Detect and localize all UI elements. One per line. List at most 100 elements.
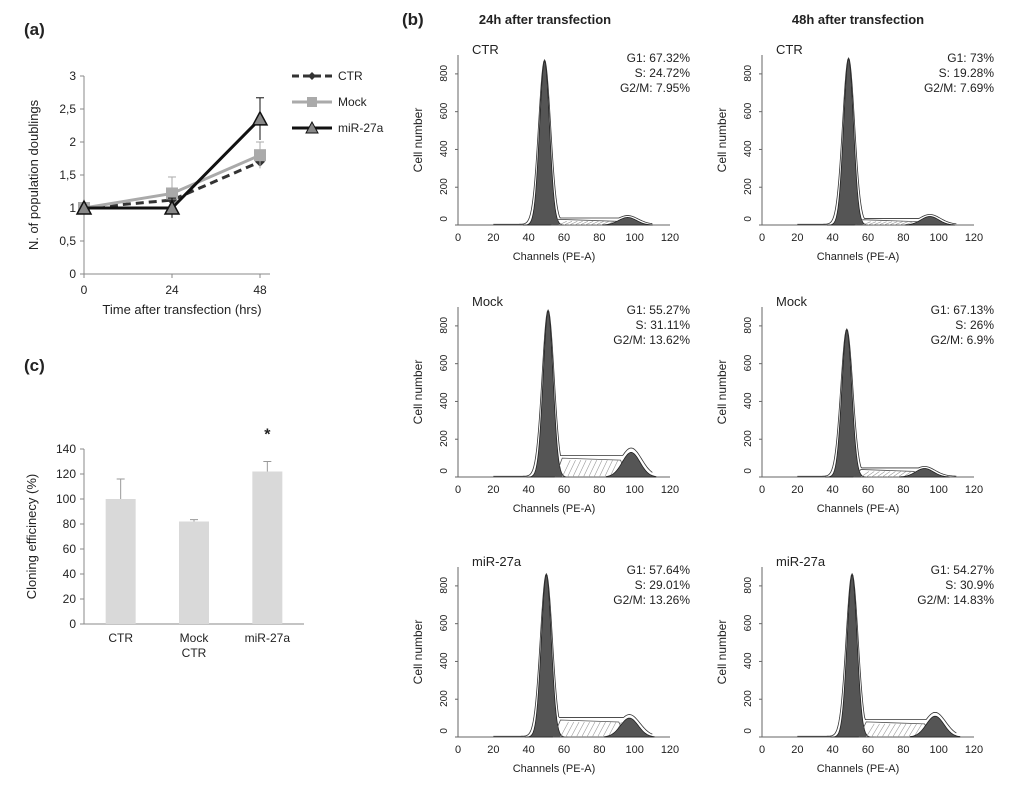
s-phase-hatch [860, 471, 870, 478]
y-tick-label: 0 [743, 216, 754, 222]
x-tick-label: 100 [929, 744, 947, 756]
g2m-peak [604, 717, 655, 738]
histogram-envelope [493, 59, 653, 225]
g1-percent: G1: 55.27% [627, 303, 691, 317]
category-label: miR-27a [245, 631, 291, 645]
g1-peak [830, 573, 874, 738]
cloning-efficiency-chart: 0 20 40 60 80 100 120 140 Cloning efficinecy (%)… [24, 427, 304, 660]
x-tick-label: 40 [523, 232, 535, 244]
g2m-peak [605, 452, 657, 478]
y-tick-label: 400 [743, 652, 754, 669]
s-percent: S: 29.01% [635, 578, 691, 592]
s-phase-hatch [604, 459, 613, 478]
s-phase-hatch [569, 221, 578, 226]
series-line-ctr [83, 160, 261, 210]
s-phase-hatch [892, 471, 901, 478]
x-tick-label: 40 [827, 232, 839, 244]
histogram-ctr-48h: 0 200 400 600 800 0 20 40 60 80 100 120 Channels (PE… [715, 42, 995, 263]
panel-b-label: (b) [402, 10, 424, 29]
x-tick-label: 60 [558, 232, 570, 244]
g1-peak [524, 573, 568, 738]
s-phase-hatch [887, 471, 896, 478]
y-tick-label: 200 [743, 430, 754, 447]
x-tick-label: 40 [523, 484, 535, 496]
s-phase-hatch [887, 723, 896, 738]
x-tick-label: 120 [965, 484, 983, 496]
g1-percent: G1: 57.64% [627, 563, 691, 577]
data-point-triangle [251, 110, 269, 126]
y-tick-label: 80 [63, 517, 77, 531]
s-phase-hatch [881, 471, 891, 478]
s-phase-hatch [574, 221, 583, 226]
x-tick-label: 20 [791, 232, 803, 244]
y-tick-label: 600 [743, 102, 754, 119]
y-tick-label: 60 [63, 542, 77, 556]
x-tick-label: 60 [558, 484, 570, 496]
histogram-mir27a-48h: 0 200 400 600 800 0 20 40 60 80 100 120 Channels (PE… [715, 554, 994, 775]
s-phase-hatch [908, 723, 917, 738]
x-tick-label: 80 [593, 744, 605, 756]
y-axis-title: Cell number [411, 360, 425, 425]
s-phase-hatch [913, 723, 923, 738]
legend-marker [307, 97, 317, 107]
y-tick-label: 400 [743, 392, 754, 409]
category-label: CTR [108, 631, 133, 645]
y-tick-label: 0 [69, 267, 76, 281]
s-phase-hatch [567, 459, 576, 478]
s-percent: S: 26% [955, 318, 994, 332]
g2m-percent: G2/M: 7.95% [620, 81, 690, 95]
x-tick-label: 80 [897, 744, 909, 756]
y-tick-label: 800 [439, 64, 450, 81]
legend-marker [308, 72, 316, 80]
histogram-mir27a-24h: 0 200 400 600 800 0 20 40 60 80 100 120 Channels (PE… [411, 554, 691, 775]
y-tick-label: 140 [56, 442, 76, 456]
y-tick-label: 600 [743, 354, 754, 371]
s-phase-hatch [561, 459, 571, 478]
y-tick-label: 200 [743, 178, 754, 195]
legend-label: Mock [338, 95, 368, 109]
s-phase-hatch [876, 723, 886, 738]
x-tick-label: 80 [593, 484, 605, 496]
legend-label: miR-27a [338, 121, 384, 135]
y-tick-label: 800 [439, 576, 450, 593]
x-tick-label: 60 [558, 744, 570, 756]
s-percent: S: 24.72% [635, 66, 691, 80]
x-tick-label: 100 [625, 484, 643, 496]
s-phase-hatch [602, 721, 612, 738]
s-phase-hatch [560, 721, 569, 738]
x-tick-label: 0 [81, 283, 88, 297]
s-phase-hatch [565, 721, 575, 738]
x-tick-label: 0 [759, 744, 765, 756]
category-label: CTR [182, 646, 207, 660]
s-phase-hatch [558, 221, 567, 226]
x-tick-label: 120 [965, 232, 983, 244]
y-axis-title: Cell number [715, 108, 729, 173]
data-point-square [166, 187, 178, 200]
x-tick-label: 100 [929, 232, 947, 244]
x-tick-label: 100 [625, 232, 643, 244]
s-phase-hatch [585, 221, 594, 226]
s-phase-hatch [570, 721, 580, 738]
s-phase-hatch [592, 721, 601, 738]
g2m-percent: G2/M: 13.62% [613, 333, 690, 347]
g2m-percent: G2/M: 14.83% [917, 593, 994, 607]
y-tick-label: 2 [69, 135, 76, 149]
s-phase-hatch [600, 221, 610, 226]
s-phase-hatch [897, 723, 907, 738]
g2m-percent: G2/M: 7.69% [924, 81, 994, 95]
y-tick-label: 20 [63, 592, 77, 606]
y-tick-label: 800 [743, 576, 754, 593]
y-axis-title: Cell number [715, 360, 729, 425]
sample-label: Mock [472, 294, 504, 309]
x-tick-label: 100 [625, 744, 643, 756]
s-phase-hatch [866, 471, 875, 478]
g2m-peak [899, 468, 950, 478]
s-phase-hatch [577, 459, 587, 478]
y-axis-title: Cell number [411, 108, 425, 173]
s-percent: S: 19.28% [939, 66, 995, 80]
x-tick-label: 0 [455, 744, 461, 756]
category-label: Mock [180, 631, 210, 645]
s-phase-hatch [871, 471, 880, 478]
y-tick-label: 200 [439, 430, 450, 447]
x-tick-label: 60 [862, 484, 874, 496]
